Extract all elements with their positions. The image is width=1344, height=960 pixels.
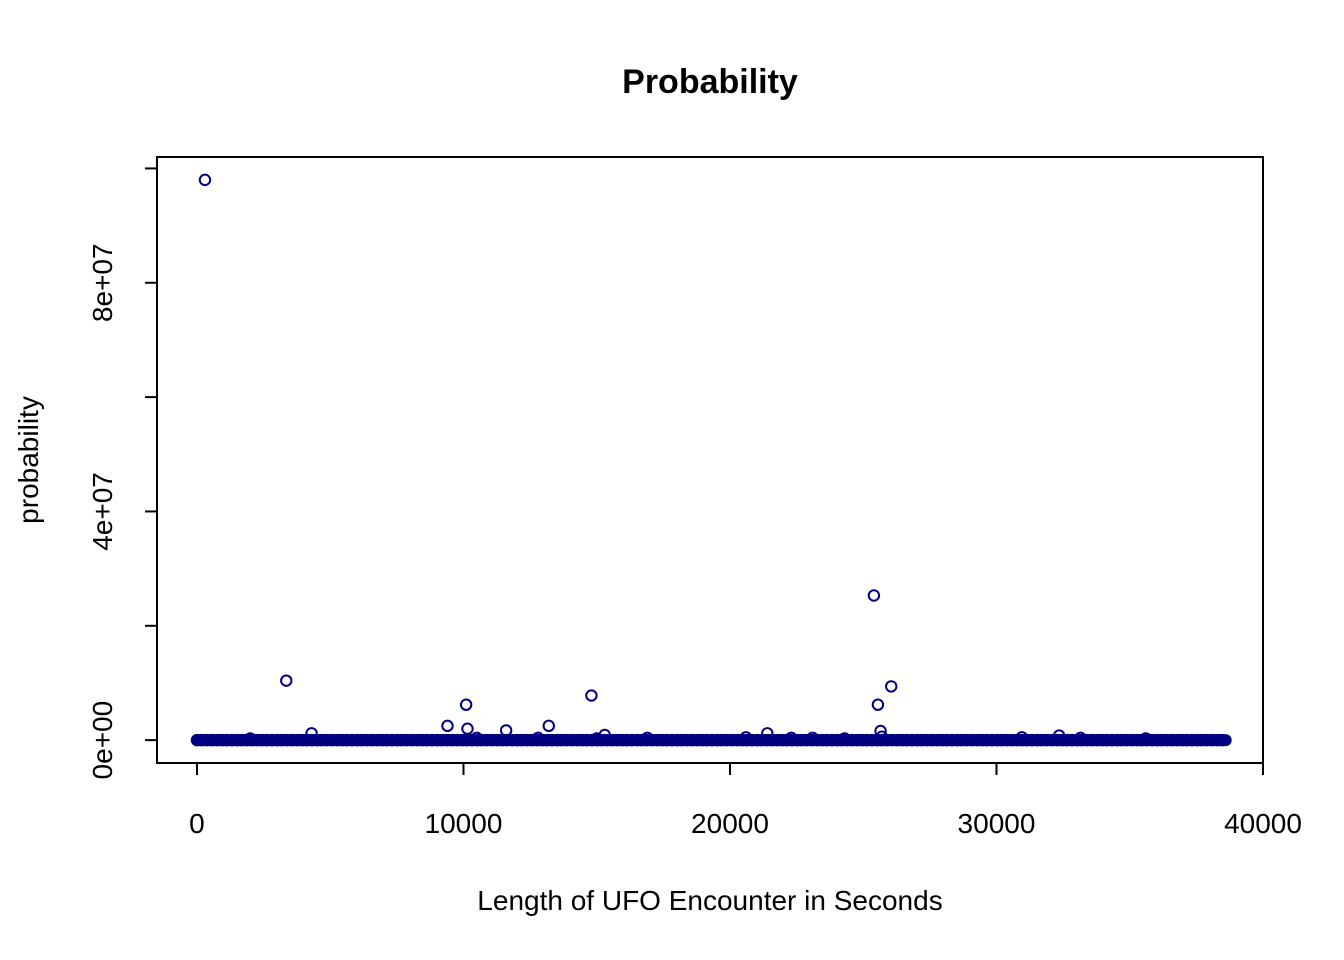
x-tick-label: 40000 bbox=[1224, 808, 1302, 839]
data-point bbox=[739, 731, 753, 744]
data-points bbox=[198, 173, 1152, 745]
data-point bbox=[806, 731, 819, 745]
data-point bbox=[785, 731, 798, 745]
data-point bbox=[1139, 732, 1152, 745]
data-point bbox=[838, 732, 851, 745]
data-point bbox=[867, 589, 881, 602]
data-point bbox=[542, 719, 555, 733]
data-point bbox=[280, 674, 293, 687]
x-tick-label: 30000 bbox=[958, 808, 1036, 839]
data-point bbox=[244, 732, 257, 745]
x-tick-label: 10000 bbox=[425, 808, 503, 839]
x-tick-label: 20000 bbox=[691, 808, 769, 839]
data-point bbox=[871, 698, 885, 711]
data-point bbox=[590, 732, 603, 745]
data-point bbox=[585, 689, 598, 702]
y-tick-label: 4e+07 bbox=[87, 472, 118, 551]
data-point bbox=[459, 698, 473, 711]
y-axis-label: probability bbox=[13, 396, 44, 524]
baseline-cluster bbox=[190, 733, 1232, 747]
plot-frame bbox=[156, 156, 1264, 764]
baseline-point bbox=[1215, 733, 1229, 747]
x-tick-label: 0 bbox=[189, 808, 205, 839]
data-point bbox=[641, 731, 654, 745]
data-point bbox=[1074, 731, 1087, 745]
data-point bbox=[305, 727, 318, 740]
data-point bbox=[461, 722, 474, 735]
data-point bbox=[441, 719, 454, 733]
y-axis: 0e+00 4e+07 8e+07 bbox=[87, 167, 158, 780]
y-tick-label: 0e+00 bbox=[87, 701, 118, 780]
data-point bbox=[885, 680, 898, 693]
data-point bbox=[761, 727, 774, 740]
data-point bbox=[198, 173, 212, 187]
x-axis: 0 10000 20000 30000 40000 bbox=[189, 762, 1302, 839]
data-point bbox=[531, 731, 545, 745]
data-point bbox=[1052, 729, 1066, 742]
data-point bbox=[1015, 731, 1029, 744]
y-tick-label: 8e+07 bbox=[87, 243, 118, 322]
data-point bbox=[875, 730, 889, 743]
chart-title: Probability bbox=[622, 63, 798, 101]
data-point bbox=[874, 724, 887, 738]
x-axis-label: Length of UFO Encounter in Seconds bbox=[477, 885, 942, 916]
baseline-point bbox=[1210, 733, 1224, 747]
data-point bbox=[470, 731, 484, 745]
data-point bbox=[499, 724, 513, 737]
